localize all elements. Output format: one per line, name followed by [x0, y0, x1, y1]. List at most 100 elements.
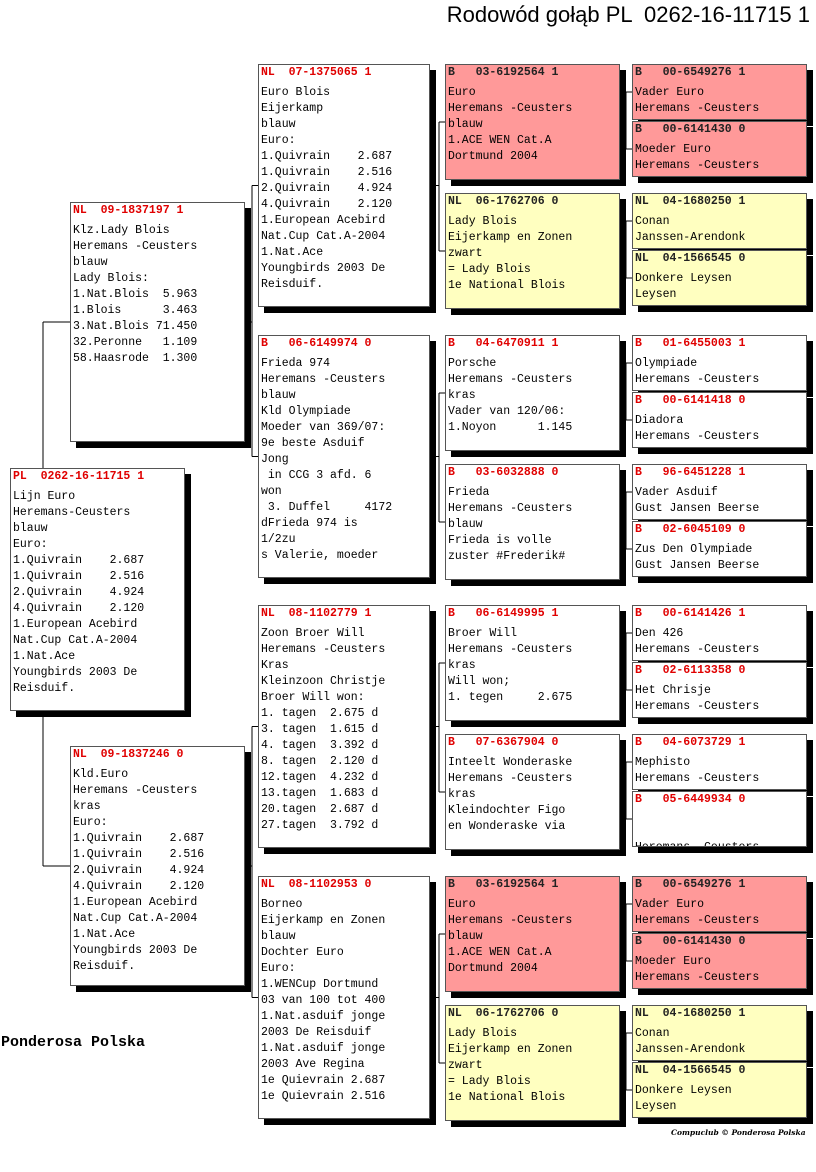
- ring-number: B 00-6141426 1: [635, 607, 746, 620]
- pedigree-line: Dochter Euro: [261, 946, 344, 959]
- pedigree-line: Euro:: [73, 816, 108, 829]
- pedigree-line: Leysen: [635, 1100, 677, 1113]
- pedigree-line: blauw: [261, 930, 296, 943]
- pedigree-line: 1.WENCup Dortmund: [261, 978, 379, 991]
- pedigree-line: 1.European Acebird: [261, 214, 386, 227]
- pedigree-line: 4. tagen 3.392 d: [261, 739, 379, 752]
- pedigree-line: Kras: [261, 659, 289, 672]
- pedigree-line: 2003 De Reisduif: [261, 1026, 372, 1039]
- ring-number: NL 07-1375065 1: [261, 66, 372, 79]
- ring-number: B 02-6045109 0: [635, 523, 746, 536]
- pedigree-line: 1.Blois 3.463: [73, 304, 198, 317]
- pedigree-line: Borneo: [261, 898, 303, 911]
- pedigree-line: Heremans -Ceusters: [635, 159, 760, 172]
- ring-number: B 03-6032888 0: [448, 466, 559, 479]
- pedigree-line: Leysen: [635, 288, 677, 301]
- pedigree-line: en Wonderaske via: [448, 820, 566, 833]
- pedigree-line: Lady Blois: [448, 215, 518, 228]
- pedigree-line: Gust Jansen Beerse: [635, 502, 760, 515]
- pedigree-line: 1. tagen 2.675 d: [261, 707, 379, 720]
- pedigree-line: s Valerie, moeder: [261, 549, 379, 562]
- pedigree-line: Den 426: [635, 627, 684, 640]
- pedigree-line: Lady Blois: [448, 1027, 518, 1040]
- pedigree-line: 1.Nat.Ace: [261, 246, 324, 259]
- ring-number: NL 06-1762706 0: [448, 195, 559, 208]
- ring-number: B 06-6149995 1: [448, 607, 559, 620]
- pedigree-box: PL 0262-16-11715 1 Lijn Euro Heremans-Ceus…: [10, 468, 185, 711]
- ring-number: NL 04-1566545 0: [635, 252, 746, 265]
- pedigree-line: Janssen-Arendonk: [635, 231, 746, 244]
- pedigree-line: blauw: [448, 118, 483, 131]
- pedigree-line: blauw: [448, 518, 483, 531]
- pedigree-line: 1/2zu: [261, 533, 296, 546]
- pedigree-line: Porsche: [448, 357, 497, 370]
- pedigree-line: Vader Euro: [635, 898, 705, 911]
- pedigree-line: 1.Nat.asduif jonge: [261, 1042, 386, 1055]
- pedigree-line: Conan: [635, 215, 670, 228]
- pedigree-line: Euro:: [13, 538, 48, 551]
- pedigree-line: zwart: [448, 1059, 483, 1072]
- pedigree-line: 2.Quivrain 4.924: [13, 586, 145, 599]
- ring-number: NL 06-1762706 0: [448, 1007, 559, 1020]
- pedigree-line: 1.Nat.Blois 5.963: [73, 288, 198, 301]
- pedigree-box: B 02-6113358 0 Het Chrisje Heremans -Ceust…: [632, 662, 807, 718]
- pedigree-line: 4.Quivrain 2.120: [261, 198, 393, 211]
- pedigree-box: NL 08-1102779 1 Zoon Broer Will Heremans -…: [258, 605, 430, 848]
- pedigree-line: Broer Will: [448, 627, 518, 640]
- pedigree-line: 4.Quivrain 2.120: [13, 602, 145, 615]
- ring-number: B 00-6549276 1: [635, 66, 746, 79]
- page-title: Rodowód gołąb PL 0262-16-11715 1: [446, 2, 810, 27]
- pedigree-line: 1.Quivrain 2.516: [261, 166, 393, 179]
- pedigree-line: Kld Olympiade: [261, 405, 351, 418]
- pedigree-line: Het Chrisje: [635, 684, 711, 697]
- pedigree-line: 1e National Blois: [448, 1091, 566, 1104]
- pedigree-line: Euro: [448, 86, 476, 99]
- pedigree-box: B 00-6141430 0 Moeder Euro Heremans -Ceust…: [632, 933, 807, 989]
- ring-number: B 02-6113358 0: [635, 664, 746, 677]
- pedigree-line: Heremans -Ceusters: [448, 772, 573, 785]
- pedigree-line: Klz.Lady Blois: [73, 224, 170, 237]
- pedigree-line: won: [261, 485, 282, 498]
- pedigree-line: Dortmund 2004: [448, 150, 538, 163]
- ring-number: NL 08-1102953 0: [261, 878, 372, 891]
- pedigree-line: Heremans -Ceusters: [635, 430, 760, 443]
- pedigree-box: NL 06-1762706 0 Lady Blois Eijerkamp en Zo…: [445, 193, 620, 309]
- pedigree-line: 1.Quivrain 2.687: [13, 554, 145, 567]
- pedigree-box: NL 04-1566545 0 Donkere Leysen Leysen: [632, 1062, 807, 1118]
- ring-number: B 03-6192564 1: [448, 66, 559, 79]
- ring-number: PL 0262-16-11715 1: [13, 470, 145, 483]
- pedigree-box: B 03-6192564 1 Euro Heremans -Ceusters blau…: [445, 64, 620, 180]
- pedigree-line: 1.ACE WEN Cat.A: [448, 134, 552, 147]
- pedigree-line: Heremans -Ceusters: [448, 373, 573, 386]
- pedigree-line: Mephisto: [635, 756, 691, 769]
- pedigree-line: Heremans -Ceusters: [448, 102, 573, 115]
- pedigree-line: 1.Noyon 1.145: [448, 421, 573, 434]
- pedigree-line: 1. tegen 2.675: [448, 691, 573, 704]
- pedigree-line: Eijerkamp en Zonen: [448, 1043, 573, 1056]
- ring-number: B 07-6367904 0: [448, 736, 559, 749]
- pedigree-line: Euro:: [261, 962, 296, 975]
- pedigree-line: 1e Quievrain 2.516: [261, 1090, 386, 1103]
- pedigree-line: Donkere Leysen: [635, 1084, 732, 1097]
- pedigree-line: 3. tagen 1.615 d: [261, 723, 379, 736]
- ring-number: NL 04-1566545 0: [635, 1064, 746, 1077]
- pedigree-line: kras: [448, 659, 476, 672]
- pedigree-line: Moeder Euro: [635, 143, 711, 156]
- pedigree-line: Vader Asduif: [635, 486, 718, 499]
- pedigree-line: 9e beste Asduif: [261, 437, 365, 450]
- pedigree-line: 13.tagen 1.683 d: [261, 787, 379, 800]
- pedigree-line: Heremans -Ceusters: [261, 373, 386, 386]
- pedigree-box: B 03-6032888 0 Frieda Heremans -Ceusters bl…: [445, 464, 620, 580]
- pedigree-line: 2.Quivrain 4.924: [73, 864, 205, 877]
- ring-number: B 03-6192564 1: [448, 878, 559, 891]
- pedigree-line: Youngbirds 2003 De: [261, 262, 386, 275]
- ring-number: NL 09-1837246 0: [73, 748, 184, 761]
- pedigree-line: Heremans -Ceusters: [635, 373, 760, 386]
- pedigree-line: Reisduif.: [261, 278, 324, 291]
- pedigree-box: NL 04-1566545 0 Donkere Leysen Leysen: [632, 250, 807, 306]
- ring-number: B 00-6549276 1: [635, 878, 746, 891]
- pedigree-line: kras: [448, 389, 476, 402]
- pedigree-line: Broer Will won:: [261, 691, 365, 704]
- pedigree-line: Olympiade: [635, 357, 698, 370]
- pedigree-line: 1.Quivrain 2.516: [13, 570, 145, 583]
